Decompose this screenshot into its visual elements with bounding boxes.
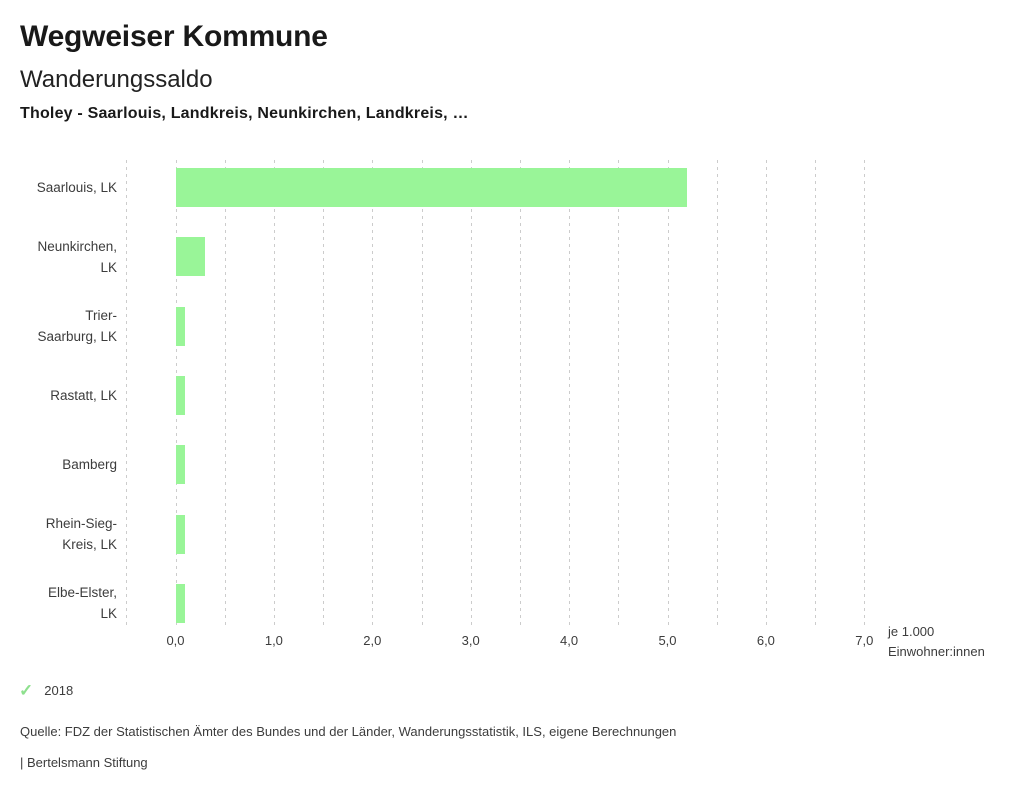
bar-saarlouis-lk[interactable] xyxy=(175,168,688,207)
gridline xyxy=(618,160,620,628)
category-label: Rhein-Sieg- Kreis, LK xyxy=(45,516,117,552)
gridline xyxy=(864,160,866,628)
gridline xyxy=(372,160,374,628)
x-tick-label: 3,0 xyxy=(461,633,480,648)
category-label: Rastatt, LK xyxy=(50,387,117,403)
category-label: Bamberg xyxy=(62,457,117,473)
bar-neunkirchen-lk[interactable] xyxy=(175,237,206,277)
gridline xyxy=(273,160,275,628)
category-label: Saarlouis, LK xyxy=(36,180,117,195)
legend-item-2018[interactable]: ✓ 2018 xyxy=(19,682,73,699)
bar-trier-saarburg-lk[interactable] xyxy=(175,306,186,346)
source-note: Quelle: FDZ der Statistischen Ämter des … xyxy=(20,724,677,739)
app-title: Wegweiser Kommune xyxy=(20,20,328,53)
category-label: Trier- Saarburg, LK xyxy=(37,308,117,345)
x-tick-label: 0,0 xyxy=(166,633,185,648)
chart-title: Wanderungssaldo xyxy=(20,66,213,93)
attribution: | Bertelsmann Stiftung xyxy=(20,755,148,770)
x-tick-label: 7,0 xyxy=(855,633,874,648)
x-tick-label: 1,0 xyxy=(264,633,283,648)
bar-rastatt-lk[interactable] xyxy=(175,375,186,415)
bar-elbe-elster-lk[interactable] xyxy=(175,583,186,623)
x-tick-label: 6,0 xyxy=(756,633,775,648)
chart-subtitle-selection: Tholey - Saarlouis, Landkreis, Neunkirch… xyxy=(20,105,469,122)
x-tick-label: 5,0 xyxy=(658,633,677,648)
gridline xyxy=(470,160,472,628)
axis-unit-label: je 1.000 Einwohner:innen xyxy=(888,624,985,659)
legend-year-label: 2018 xyxy=(44,683,74,698)
gridline xyxy=(815,160,817,628)
check-icon: ✓ xyxy=(19,681,34,700)
gridline xyxy=(765,160,767,628)
gridline xyxy=(421,160,423,628)
x-tick-label: 4,0 xyxy=(560,633,579,648)
gridline xyxy=(716,160,718,628)
gridline xyxy=(519,160,521,628)
gridline xyxy=(323,160,325,628)
gridline xyxy=(126,160,128,628)
x-tick-label: 2,0 xyxy=(363,633,382,648)
bar-bamberg[interactable] xyxy=(175,445,186,485)
category-label: Elbe-Elster, LK xyxy=(47,585,117,622)
gridline xyxy=(224,160,226,628)
gridline xyxy=(569,160,571,628)
bar-rhein-sieg-kreis-lk[interactable] xyxy=(175,514,186,554)
category-label: Neunkirchen, LK xyxy=(37,238,117,275)
gridline xyxy=(667,160,669,628)
